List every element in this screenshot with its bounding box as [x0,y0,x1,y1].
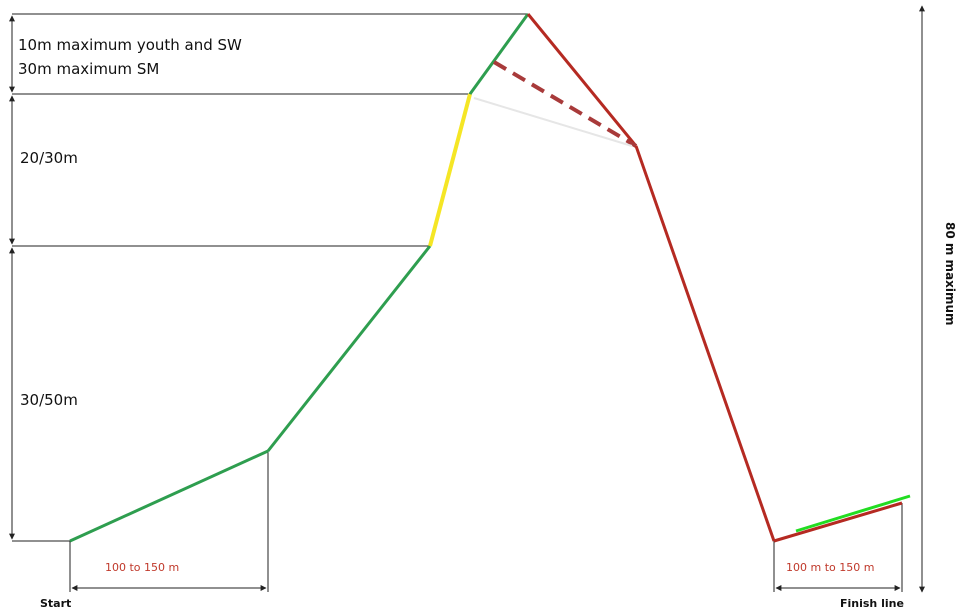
start-distance-bracket [69,451,269,592]
descent-segment-lower [634,145,776,542]
finish-distance-bracket [773,503,903,592]
descent-segment-faint [473,97,633,147]
descent-segment-upper [526,13,638,147]
lower-band-label: 30/50m [20,391,78,409]
middle-band-label: 20/30m [20,149,78,167]
descent-segment-alternative-dashed [492,60,638,148]
finish-distance-label: 100 m to 150 m [786,561,874,574]
start-label: Start [40,597,71,610]
level-guide-lines [12,13,528,542]
start-distance-label: 100 to 150 m [105,561,179,574]
top-band-label-line1: 10m maximum youth and SW [18,36,242,54]
total-height-label: 80 m maximum [943,222,957,326]
climb-segment-start [69,449,269,543]
finish-straight-segment [773,501,903,543]
top-band-label-line2: 30m maximum SM [18,60,159,78]
course-climb [69,13,530,543]
climb-segment-steep [428,93,472,247]
course-descent [473,13,911,543]
finish-line-label: Finish line [840,597,904,610]
climb-segment-mid [266,245,432,452]
climb-segment-top [468,13,530,95]
finish-straight-highlight [795,494,911,533]
